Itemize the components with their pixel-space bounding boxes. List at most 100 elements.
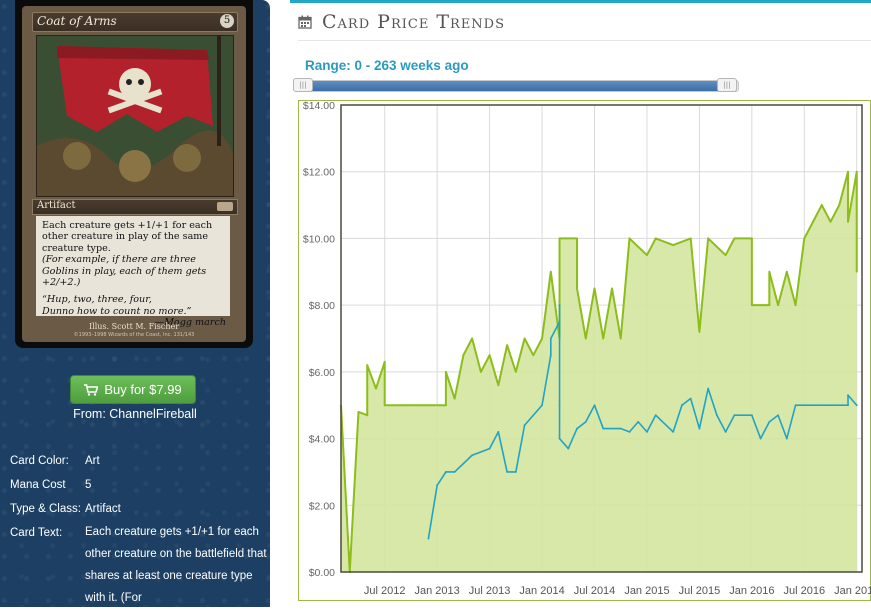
calendar-icon (298, 15, 312, 29)
card-copyright: ©1993–1998 Wizards of the Coast, Inc. 13… (73, 332, 195, 338)
series-0-point (855, 170, 858, 173)
series-0-point (488, 354, 491, 357)
series-1-point (724, 431, 727, 433)
shopping-cart-icon (84, 383, 99, 396)
series-0-point (593, 287, 596, 290)
attr-value: Artifact (85, 503, 121, 515)
set-symbol-icon (217, 202, 233, 211)
attr-row-mana-cost: Mana Cost 5 (10, 473, 268, 497)
series-1-point (427, 537, 430, 540)
y-tick-label: $6.00 (309, 367, 335, 379)
y-tick-label: $14.00 (303, 100, 335, 112)
slider-handle-end[interactable]: ||| (717, 78, 737, 92)
series-1-point (785, 437, 788, 440)
banner-artwork-illustration (37, 36, 233, 196)
divider (298, 40, 871, 41)
series-1-point (733, 414, 736, 417)
series-1-point (549, 354, 552, 357)
plot-area-border (340, 104, 863, 573)
series-0-point (812, 220, 814, 223)
buy-button-label: Buy for $7.99 (104, 382, 182, 397)
y-tick-label: $4.00 (309, 434, 335, 446)
series-0-point (733, 237, 736, 240)
series-0-point (357, 410, 360, 413)
panel-title: Card Price Trends (322, 11, 506, 33)
series-0-point (366, 414, 369, 417)
series-1-point (689, 397, 692, 400)
price-chart-svg: $0.00 $2.00 $4.00 $6.00 $8.00 $10.00 $12.00 $14… (298, 100, 871, 601)
series-1-point (628, 431, 631, 433)
series-1-point (654, 414, 657, 417)
series-1-point (558, 304, 561, 307)
card-reminder-text: (For example, if there are three Goblins… (42, 254, 207, 289)
x-tick-label: Jan 2017 (834, 585, 871, 597)
series-0-point (558, 237, 561, 240)
series-1-point (715, 414, 718, 417)
series-0-point (462, 354, 465, 357)
card-illustrator: Illus. Scott M. Fischer (88, 322, 180, 331)
series-0-point (847, 220, 849, 223)
card-flavor-line-2: Dunno how to count no more.” (42, 305, 192, 317)
card-name: Coat of Arms (37, 14, 117, 28)
x-tick-label: Jul 2016 (784, 585, 826, 597)
series-0-point (611, 287, 613, 290)
series-1-point (646, 431, 648, 433)
series-0-point (576, 287, 578, 290)
x-tick-label: Jan 2014 (519, 585, 564, 597)
attr-row-card-text: Card Text: Each creature gets +1/+1 for … (10, 521, 268, 609)
series-0-point (383, 360, 386, 363)
y-tick-label: $8.00 (309, 300, 335, 312)
card-artwork (36, 35, 234, 197)
series-1-point (471, 454, 474, 457)
buy-button[interactable]: Buy for $7.99 (70, 375, 196, 404)
series-1-point (707, 387, 710, 390)
attr-label: Type & Class: (10, 503, 81, 515)
x-tick-label: Jan 2015 (624, 585, 669, 597)
series-1-point (567, 447, 570, 450)
series-0-point (698, 330, 701, 333)
series-1-point (777, 414, 779, 417)
series-0-point (497, 384, 500, 387)
card-rules-text: Each creature gets +1/+1 for each other … (42, 220, 213, 254)
card-title-bar: Coat of Arms 5 (32, 12, 238, 32)
series-1-point (453, 471, 456, 473)
series-0-point (750, 237, 753, 240)
series-1-point (523, 424, 526, 427)
x-tick-label: Jul 2015 (679, 585, 721, 597)
series-0-point (820, 204, 823, 206)
series-1-point (514, 471, 517, 473)
series-0-point (619, 337, 622, 340)
x-tick-label: Jul 2012 (364, 585, 406, 597)
card-face: Coat of Arms 5 (22, 6, 246, 342)
series-0-point (514, 370, 517, 373)
series-0-point (847, 170, 849, 173)
x-tick-label: Jan 2016 (729, 585, 774, 597)
series-0-point (794, 304, 797, 307)
series-0-point (383, 404, 386, 407)
slider-handle-start[interactable]: ||| (293, 78, 313, 92)
series-0-point (523, 337, 526, 340)
series-0-point (366, 364, 369, 367)
series-0-point (479, 370, 482, 373)
series-0-point (768, 304, 771, 307)
series-1-line (427, 304, 858, 539)
series-0-point (777, 304, 779, 307)
series-1-point (847, 404, 849, 407)
series-1-point (768, 420, 771, 423)
series-0-point (436, 404, 439, 407)
series-0-point (444, 404, 447, 407)
series-1-point (488, 447, 491, 450)
series-1-point (794, 404, 797, 407)
series-1-point (593, 404, 596, 407)
series-1-point (549, 337, 552, 340)
series-0-point (602, 337, 605, 340)
series-0-point (628, 237, 631, 240)
series-0-area (341, 171, 857, 572)
range-slider[interactable]: ||| ||| (293, 78, 739, 92)
x-tick-label: Jul 2013 (469, 585, 511, 597)
series-0-point (532, 354, 535, 357)
card-sidebar: Coat of Arms 5 (0, 0, 270, 607)
series-0-point (838, 204, 841, 206)
series-1-point (584, 420, 587, 423)
series-0-point (768, 270, 771, 273)
